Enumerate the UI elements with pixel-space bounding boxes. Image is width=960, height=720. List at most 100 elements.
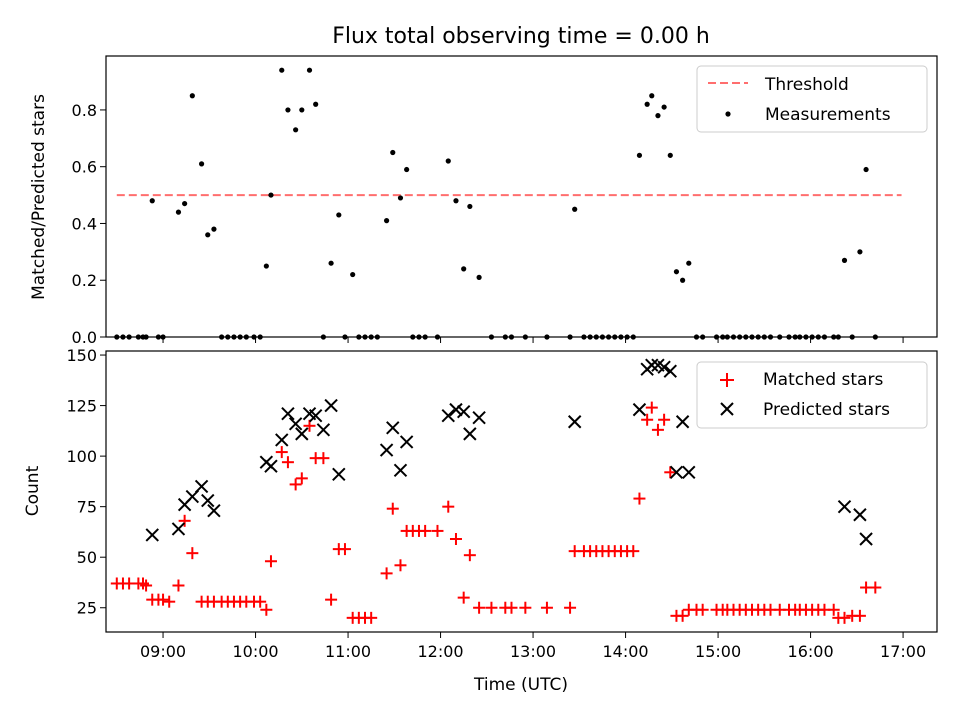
measurement-point — [299, 107, 305, 113]
matched-star-point — [827, 603, 840, 616]
x-stroke-b — [837, 499, 852, 514]
predicted-star-point — [463, 427, 477, 441]
top-legend: Threshold Measurements — [696, 65, 928, 133]
measurement-point — [198, 161, 205, 167]
predicted-star-point — [145, 528, 159, 542]
matched-star-point — [633, 492, 646, 505]
matched-star-point — [172, 579, 185, 592]
x-stroke-b — [456, 404, 471, 419]
x-stroke-b — [399, 435, 414, 449]
x-stroke-b — [324, 398, 338, 413]
predicted-star-point — [171, 522, 186, 536]
y-tick-label: 0.0 — [72, 328, 97, 347]
measurement-point — [336, 212, 342, 218]
matched-star-point — [641, 413, 654, 426]
legend-predicted-swatch — [720, 402, 734, 416]
matched-star-point — [419, 524, 432, 537]
matched-star-point — [140, 579, 153, 592]
measurement-point — [680, 277, 686, 283]
matched-star-point — [380, 567, 393, 580]
x-stroke-b — [472, 411, 486, 425]
measurements-points — [114, 67, 878, 340]
measurement-point — [404, 166, 410, 173]
predicted-star-point — [393, 463, 408, 477]
x-stroke-b — [302, 406, 317, 421]
matched-star-point — [303, 419, 316, 432]
measurement-point — [350, 271, 356, 278]
measurement-point — [149, 198, 155, 204]
matched-star-point — [664, 466, 677, 479]
matched-star-point — [457, 591, 470, 604]
x-stroke-b — [567, 415, 582, 429]
predicted-star-point — [275, 433, 289, 447]
y-tick-label: 0.2 — [72, 271, 97, 290]
predicted-star-point — [288, 417, 303, 431]
matched-star-point — [645, 401, 658, 414]
y-tick-label: 100 — [66, 447, 97, 466]
x-stroke-b — [645, 358, 659, 372]
measurement-point — [453, 198, 459, 204]
measurement-point — [390, 149, 396, 156]
measurement-point — [667, 152, 673, 158]
measurement-point — [673, 269, 680, 275]
predicted-star-point — [316, 423, 331, 437]
matched-star-point — [463, 549, 476, 562]
bottom-legend-box — [696, 361, 928, 429]
x-stroke-b — [675, 415, 690, 429]
measurement-point — [572, 206, 578, 212]
matched-star-point — [281, 456, 294, 469]
matched-star-point — [519, 601, 532, 614]
matched-star-point — [260, 603, 273, 616]
x-stroke-b — [449, 402, 463, 417]
measurement-point — [461, 266, 467, 272]
matched-star-point — [289, 478, 302, 491]
legend-measurements-label: Measurements — [765, 105, 891, 125]
bottom-legend: Matched stars Predicted stars — [696, 361, 928, 429]
measurement-point — [636, 152, 643, 158]
predicted-star-point — [859, 532, 873, 546]
x-tick-label: 11:00 — [325, 642, 371, 661]
x-stroke-b — [632, 402, 647, 417]
x-stroke-b — [663, 364, 677, 378]
x-stroke-b — [386, 421, 400, 435]
measurement-point — [857, 249, 863, 255]
matched-star-point — [696, 603, 709, 616]
matched-star-point — [651, 423, 664, 436]
x-stroke-b — [207, 503, 221, 518]
x-stroke-b — [441, 408, 455, 423]
legend-matched-label: Matched stars — [763, 370, 883, 390]
y-tick-label: 0.6 — [72, 158, 97, 177]
matched-star-point — [295, 472, 308, 485]
predicted-star-point — [632, 402, 647, 417]
matched-star-point — [505, 601, 518, 614]
y-tick-label: 75 — [77, 498, 97, 517]
matched-star-point — [564, 601, 577, 614]
matched-star-point — [853, 609, 866, 622]
measurement-point — [328, 260, 334, 266]
measurement-point — [841, 257, 848, 263]
matched-star-point — [838, 611, 851, 624]
measurement-point — [863, 166, 869, 173]
matched-star-point — [186, 547, 199, 560]
predicted-star-point — [449, 402, 463, 417]
predicted-star-point — [669, 465, 684, 480]
measurement-point — [189, 93, 195, 99]
measurement-point — [397, 195, 404, 201]
top-subplot: Flux total observing time = 0.00 h Match… — [29, 24, 938, 347]
top-legend-box — [696, 65, 928, 133]
y-tick-label: 50 — [77, 548, 97, 567]
predicted-star-point — [324, 398, 338, 413]
x-stroke-b — [859, 532, 873, 546]
legend-matched-swatch — [720, 373, 734, 387]
matched-star-point — [473, 601, 486, 614]
predicted-star-point — [675, 415, 690, 429]
count-points — [110, 358, 882, 624]
x-stroke-b — [275, 433, 289, 447]
legend-predicted-label: Predicted stars — [763, 400, 890, 420]
matched-star-point — [485, 601, 498, 614]
x-stroke-b — [669, 465, 684, 480]
y-tick-label: 0.4 — [72, 214, 97, 233]
measurement-point — [279, 67, 285, 73]
measurement-point — [268, 192, 274, 198]
